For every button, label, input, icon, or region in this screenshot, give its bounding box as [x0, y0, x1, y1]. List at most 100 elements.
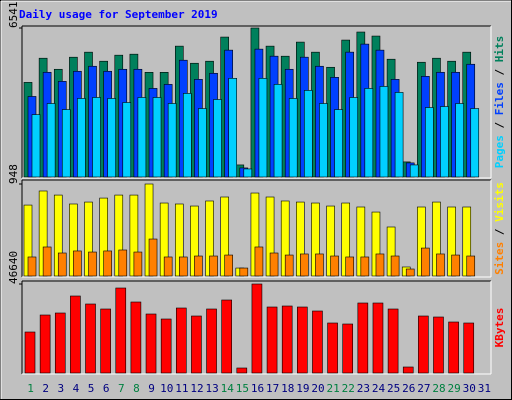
bar: [27, 256, 37, 277]
bar: [39, 314, 51, 374]
bar: [54, 312, 66, 374]
bar: [451, 254, 460, 277]
y-tick-label: 948: [7, 164, 20, 184]
x-tick-label: 24: [372, 382, 386, 395]
bar: [163, 256, 173, 277]
bar: [31, 114, 41, 178]
bar: [288, 98, 298, 178]
x-tick-label: 5: [88, 382, 95, 395]
legend: Pages / Files / Hits: [493, 36, 506, 169]
bar: [418, 315, 429, 374]
bar: [440, 106, 449, 178]
bar: [118, 249, 128, 277]
bar: [330, 255, 339, 277]
bar: [239, 267, 249, 277]
bar: [175, 307, 187, 374]
x-tick-label: 25: [387, 382, 400, 395]
bar: [284, 254, 294, 277]
x-tick-label: 2: [42, 382, 49, 395]
bar: [448, 321, 459, 374]
bar: [387, 308, 399, 374]
x-tick-label: 4: [73, 382, 80, 395]
bar: [137, 97, 147, 178]
bar: [364, 88, 374, 178]
bar: [470, 108, 480, 178]
x-tick-label: 8: [133, 382, 140, 395]
bar: [327, 322, 338, 374]
bar: [342, 323, 354, 374]
bar: [433, 316, 444, 374]
bar: [221, 299, 232, 374]
bar: [436, 253, 445, 277]
bar: [160, 318, 172, 374]
bar: [178, 256, 188, 277]
legend: KBytes: [493, 308, 506, 348]
bar: [254, 246, 264, 277]
bar: [345, 256, 355, 277]
bar: [88, 251, 97, 277]
bar: [312, 310, 323, 374]
bar: [100, 308, 111, 374]
bar: [73, 250, 82, 277]
bar: [92, 97, 101, 178]
bar: [70, 295, 81, 374]
bar: [466, 255, 476, 277]
legend-separator: /: [493, 222, 506, 242]
x-tick-label: 28: [432, 382, 445, 395]
y-tick-label: 46640: [7, 251, 20, 284]
bar: [198, 108, 207, 178]
legend-separator: /: [493, 115, 506, 135]
bar: [273, 84, 283, 178]
bar: [206, 308, 217, 374]
bar: [463, 322, 475, 374]
x-tick-label: 16: [251, 382, 264, 395]
bar: [372, 302, 384, 374]
bar: [258, 78, 268, 178]
bar: [236, 367, 248, 374]
bar: [409, 164, 419, 178]
bar: [133, 251, 143, 277]
legend-entry: Sites: [493, 242, 506, 275]
bar: [145, 313, 157, 374]
bar: [228, 78, 237, 178]
x-tick-label: 20: [311, 382, 324, 395]
bar: [148, 238, 158, 277]
bar: [402, 366, 414, 374]
x-tick-label: 3: [58, 382, 65, 395]
bar: [297, 306, 308, 374]
bar: [379, 86, 389, 178]
bar: [85, 303, 96, 374]
bar: [421, 247, 430, 277]
bar: [455, 103, 464, 178]
bar: [357, 302, 369, 374]
chart-title: Daily usage for September 2019: [19, 8, 218, 21]
x-tick-label: 26: [402, 382, 415, 395]
bar: [304, 90, 313, 178]
bar: [152, 97, 162, 178]
x-tick-label: 10: [160, 382, 173, 395]
bar: [57, 252, 67, 277]
x-tick-label: 30: [463, 382, 476, 395]
bar: [425, 107, 434, 178]
bar: [300, 253, 309, 277]
bar: [77, 98, 86, 178]
bar: [315, 253, 324, 277]
legend-entry: Hits: [493, 36, 506, 63]
bar: [42, 246, 52, 277]
bar: [224, 254, 233, 277]
x-tick-label: 14: [221, 382, 235, 395]
x-tick-label: 13: [205, 382, 218, 395]
bar: [243, 168, 253, 178]
bar: [394, 92, 404, 178]
legend-entry: Pages: [493, 135, 506, 168]
bar: [405, 268, 415, 277]
legend: Sites / Visits: [493, 182, 506, 275]
bar: [251, 283, 263, 374]
bar: [24, 331, 36, 374]
bar: [281, 305, 293, 374]
bar: [213, 99, 222, 178]
bar: [46, 103, 56, 178]
x-tick-label: 15: [236, 382, 249, 395]
bar: [107, 98, 116, 178]
